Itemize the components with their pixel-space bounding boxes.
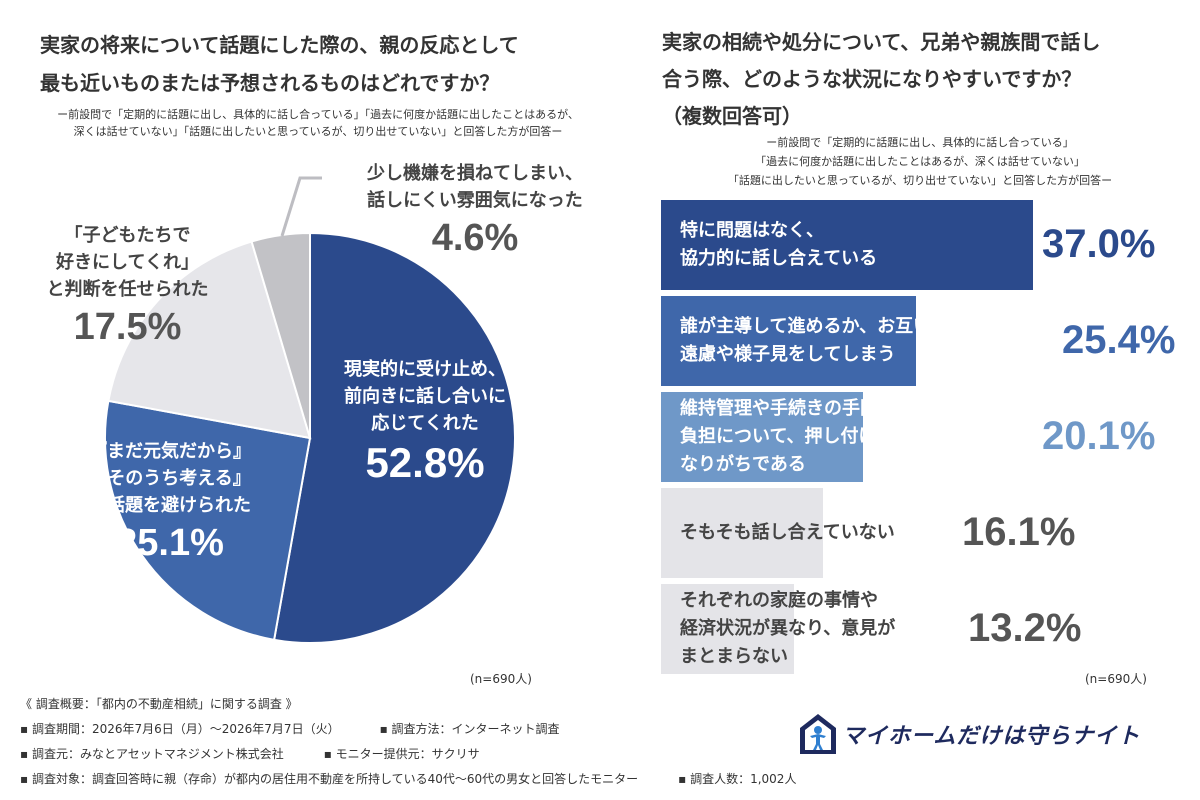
bar-1 xyxy=(661,296,916,386)
survey-heading: 《 調査概要：「都内の不動産相続」に関する調査 》 xyxy=(20,697,298,711)
survey-monitor: ▪ モニター提供元：サクリサ xyxy=(323,747,480,761)
pie-slice-0 xyxy=(272,231,516,644)
survey-target: ▪ 調査対象：調査回答時に親（存命）が都内の居住用不動産を所持している40代～6… xyxy=(20,772,639,786)
logo-text: マイホームだけは守らナイト xyxy=(842,724,1141,749)
bar-value-1: 25.4% xyxy=(1062,318,1176,362)
bar-value-2: 20.1% xyxy=(1042,414,1156,458)
bar-label-0-line-2: 協力的に話し合えている xyxy=(680,248,878,269)
pie-label-0: 現実的に受け止め、 前向きに話し合いに 応じてくれた 52.8% xyxy=(320,356,530,487)
bar-2 xyxy=(661,392,863,482)
left-chart-note: ー前設問で「定期的に話題に出し、具体的に話し合っている」「過去に何度か話題に出し… xyxy=(8,106,628,140)
pie-label-1-line-1: 『まだ元気だから』 xyxy=(89,441,251,462)
left-note-line-1: ー前設問で「定期的に話題に出し、具体的に話し合っている」「過去に何度か話題に出し… xyxy=(57,108,579,121)
bar-label-1-line-1: 誰が主導して進めるか、お互いに xyxy=(680,316,950,337)
right-chart-note: ー前設問で「定期的に話題に出し、具体的に話し合っている」 「過去に何度か話題に出… xyxy=(660,133,1180,190)
bar-label-0-line-1: 特に問題はなく、 xyxy=(680,220,824,241)
bar-label-3: そもそも話し合えていない xyxy=(680,519,895,547)
pie-value-3: 4.6% xyxy=(431,217,519,259)
left-title-line-1: 実家の将来について話題にした際の、親の反応として xyxy=(40,33,519,57)
right-title-line-2: 合う際、どのような状況になりやすいですか？ xyxy=(662,67,1082,91)
left-chart-title: 実家の将来について話題にした際の、親の反応として 最も近いものまたは予想されるも… xyxy=(40,26,640,102)
left-sample-size: (n=690人) xyxy=(470,672,532,686)
survey-org: ▪ 調査元：みなとアセットマネジメント株式会社 xyxy=(20,747,284,761)
bar-label-4-line-1: それぞれの家庭の事情や xyxy=(680,590,878,611)
pie-value-2: 17.5% xyxy=(73,306,182,348)
survey-method: ▪ 調査方法：インターネット調査 xyxy=(379,722,560,736)
bar-label-3-line-1: そもそも話し合えていない xyxy=(680,522,895,543)
pie-label-2-line-3: と判断を任せられた xyxy=(46,279,209,300)
bar-label-1-line-2: 遠慮や様子見をしてしまう xyxy=(680,344,896,365)
pie-label-1-line-3: と話題を避けられた xyxy=(89,495,251,516)
survey-row-1: ▪ 調査期間：2026年7月6日（月）～2026年7月7日（火） ▪ 調査方法：イ… xyxy=(20,717,780,742)
right-title-line-3: （複数回答可） xyxy=(662,104,802,128)
bar-value-4: 13.2% xyxy=(968,606,1082,650)
pie-slice-1 xyxy=(104,399,312,641)
survey-period: ▪ 調査期間：2026年7月6日（月）～2026年7月7日（火） xyxy=(20,722,340,736)
pie-label-2-line-1: 「子どもたちで xyxy=(64,225,191,246)
right-title-line-1: 実家の相続や処分について、兄弟や親族間で話し xyxy=(662,30,1101,54)
pie-label-3-line-2: 話しにくい雰囲気になった xyxy=(367,190,583,211)
survey-summary: 《 調査概要：「都内の不動産相続」に関する調査 》 ▪ 調査期間：2026年7月… xyxy=(20,692,796,792)
pie-label-3: 少し機嫌を損ねてしまい、 話しにくい雰囲気になった 4.6% xyxy=(335,160,615,262)
bar-label-4-line-3: まとまらない xyxy=(680,646,788,667)
right-note-line-3: 「話題に出したいと思っているが、切り出せていない」と回答した方が回答ー xyxy=(727,174,1113,187)
left-note-line-2: 深くは話せていない」「話題に出したいと思っているが、切り出せていない」と回答した… xyxy=(73,125,563,138)
right-sample-size: (n=690人) xyxy=(1085,672,1147,686)
pie-label-3-line-1: 少し機嫌を損ねてしまい、 xyxy=(367,163,583,184)
bar-0 xyxy=(661,200,1033,290)
bar-label-2-line-2: 負担について、押し付け合いに xyxy=(680,426,931,447)
bar-value-0: 37.0% xyxy=(1042,222,1156,266)
house-person-logo-icon xyxy=(800,714,836,754)
right-chart-title: 実家の相続や処分について、兄弟や親族間で話し 合う際、どのような状況になりやすい… xyxy=(662,24,1192,135)
pie-label-0-line-1: 現実的に受け止め、 xyxy=(344,359,506,380)
pie-value-1: 25.1% xyxy=(116,522,224,564)
bar-value-3: 16.1% xyxy=(962,510,1076,554)
pie-label-0-line-3: 応じてくれた xyxy=(371,413,479,434)
right-note-line-1: ー前設問で「定期的に話題に出し、具体的に話し合っている」 xyxy=(766,136,1074,149)
bar-3 xyxy=(661,488,823,578)
pie-label-2-line-2: 好きにしてくれ」 xyxy=(56,252,199,273)
bar-label-2-line-1: 維持管理や手続きの手間・費用の xyxy=(680,398,950,419)
pie-chart xyxy=(104,231,516,644)
survey-count: ▪ 調査人数：1,002人 xyxy=(678,772,797,786)
bar-label-4: それぞれの家庭の事情や 経済状況が異なり、意見が まとまらない xyxy=(680,587,895,671)
pie-label-2: 「子どもたちで 好きにしてくれ」 と判断を任せられた 17.5% xyxy=(20,222,235,351)
pie-value-0: 52.8% xyxy=(365,439,485,486)
brand-logo: マイホームだけは守らナイト xyxy=(798,712,1168,756)
survey-row-2: ▪ 調査元：みなとアセットマネジメント株式会社 ▪ モニター提供元：サクリサ xyxy=(20,742,780,767)
right-note-line-2: 「過去に何度か話題に出したことはあるが、深くは話せていない」 xyxy=(755,155,1085,168)
pie-label-1: 『まだ元気だから』 『そのうち考える』 と話題を避けられた 25.1% xyxy=(60,438,280,567)
bar-label-1: 誰が主導して進めるか、お互いに 遠慮や様子見をしてしまう xyxy=(680,313,949,369)
left-title-line-2: 最も近いものまたは予想されるものはどれですか？ xyxy=(40,71,500,95)
pie-label-0-line-2: 前向きに話し合いに xyxy=(344,386,506,407)
bar-4 xyxy=(661,584,794,674)
bar-label-2: 維持管理や手続きの手間・費用の 負担について、押し付け合いに なりがちである xyxy=(680,395,950,479)
pie-slice-2 xyxy=(107,240,312,440)
survey-row-3: ▪ 調査対象：調査回答時に親（存命）が都内の居住用不動産を所持している40代～6… xyxy=(20,767,796,792)
bar-label-2-line-3: なりがちである xyxy=(680,454,806,475)
pie-label-1-line-2: 『そのうち考える』 xyxy=(89,468,251,489)
bar-label-0: 特に問題はなく、協力的に話し合えている xyxy=(680,217,877,273)
bar-label-4-line-2: 経済状況が異なり、意見が xyxy=(680,618,896,639)
